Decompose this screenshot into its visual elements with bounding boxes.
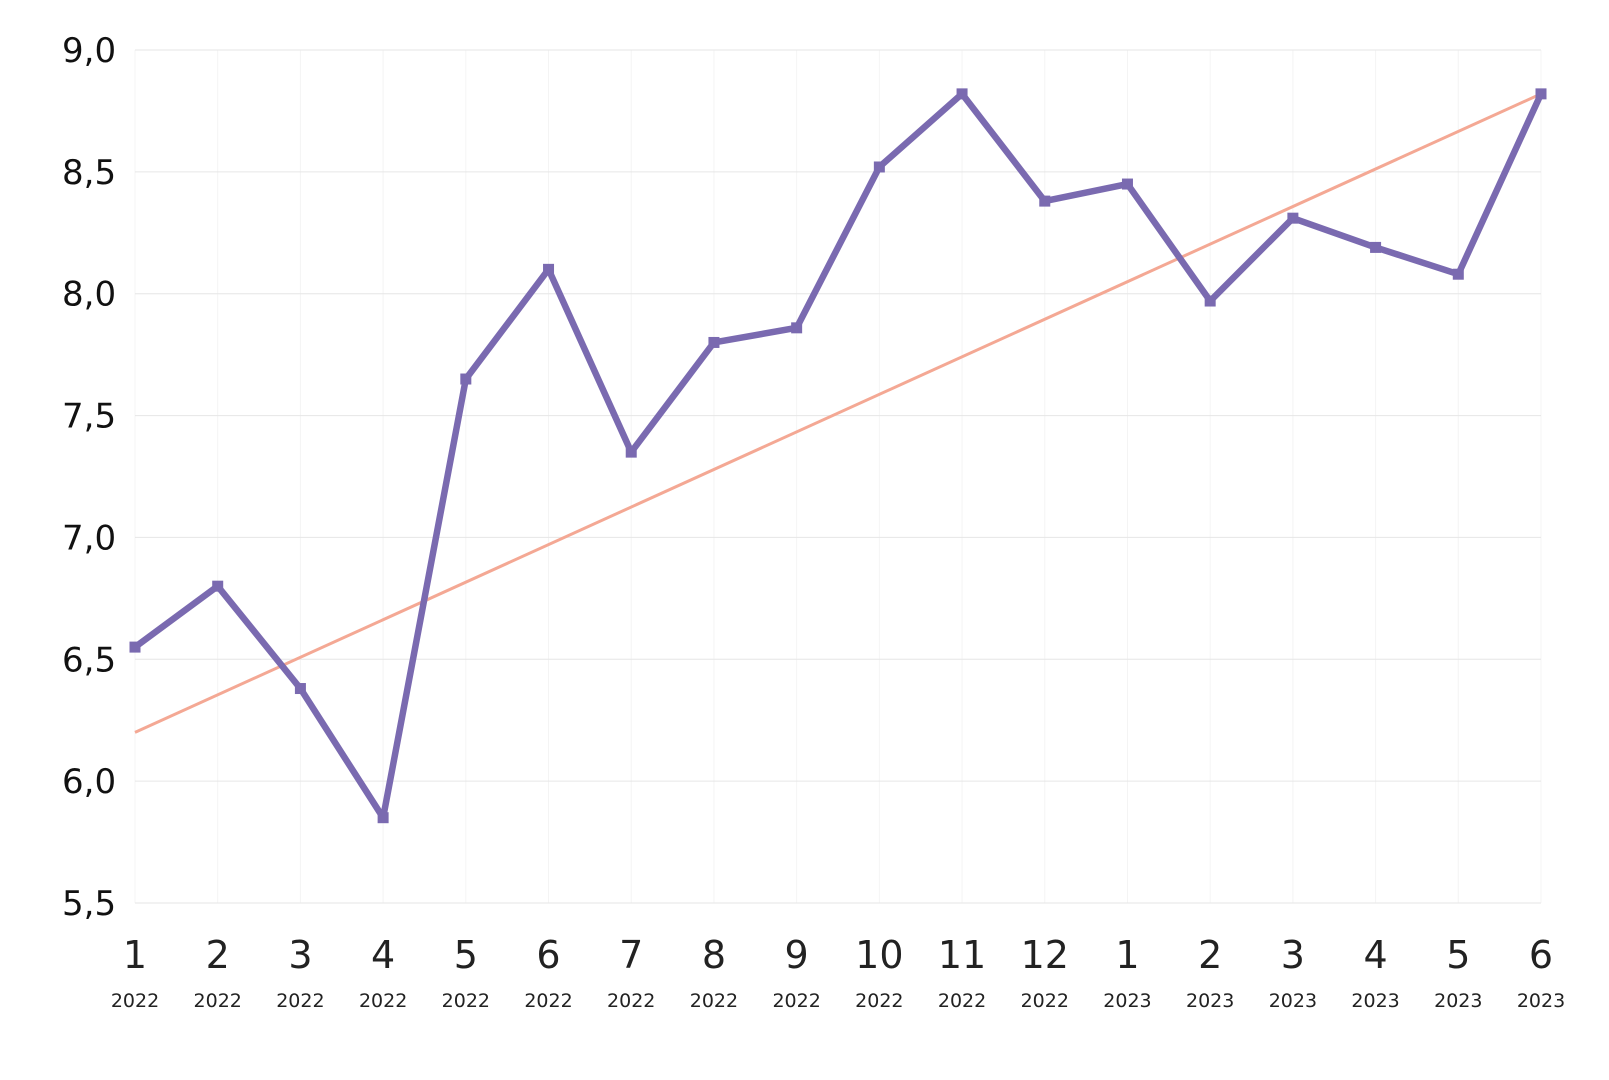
x-tick-month-label: 6: [1529, 933, 1553, 977]
y-tick-label: 5,5: [62, 884, 116, 924]
series-line: [131, 90, 1545, 821]
x-tick-year-label: 2023: [1103, 990, 1151, 1012]
x-axis: 1 2022 2 2022 3 2022 4 2022 5 2022 6 2022 7 2022 8 2022…: [111, 933, 1565, 1012]
x-tick-month-label: 4: [1363, 933, 1387, 977]
data-point: [1452, 268, 1464, 280]
data-point: [460, 373, 472, 385]
x-tick-year-label: 2022: [359, 990, 407, 1012]
x-tick-year-label: 2023: [1517, 990, 1565, 1012]
data-point: [956, 88, 968, 100]
data-point: [294, 683, 306, 695]
x-tick-year-label: 2022: [1021, 990, 1069, 1012]
x-tick-year-label: 2022: [442, 990, 490, 1012]
x-tick-month-label: 5: [454, 933, 478, 977]
trendline: [134, 92, 1542, 734]
x-tick-year-label: 2022: [607, 990, 655, 1012]
y-tick-label: 6,5: [62, 640, 116, 680]
data-point: [129, 641, 141, 653]
x-tick-month-label: 1: [123, 933, 147, 977]
x-tick-month-label: 9: [785, 933, 809, 977]
data-point: [1121, 178, 1133, 190]
x-tick-month-label: 2: [1198, 933, 1222, 977]
data-point: [1039, 195, 1051, 207]
x-tick-year-label: 2022: [690, 990, 738, 1012]
x-tick-month-label: 12: [1021, 933, 1069, 977]
x-tick-month-label: 4: [371, 933, 395, 977]
data-point: [1535, 88, 1547, 100]
grid: [134, 49, 1542, 904]
x-tick-month-label: 5: [1446, 933, 1470, 977]
x-tick-month-label: 1: [1115, 933, 1139, 977]
series: [129, 88, 1547, 824]
x-tick-year-label: 2022: [276, 990, 324, 1012]
data-point: [377, 812, 389, 824]
data-point: [1204, 295, 1216, 307]
data-point: [543, 263, 555, 275]
x-tick-year-label: 2022: [194, 990, 242, 1012]
x-tick-year-label: 2022: [524, 990, 572, 1012]
trend-line: [134, 92, 1542, 734]
y-tick-label: 7,5: [62, 397, 116, 437]
y-tick-label: 8,0: [62, 275, 116, 315]
x-tick-month-label: 2: [206, 933, 230, 977]
data-point: [1370, 241, 1382, 253]
x-tick-month-label: 11: [938, 933, 986, 977]
x-tick-year-label: 2022: [938, 990, 986, 1012]
y-tick-label: 9,0: [62, 31, 116, 71]
y-axis: 9,0 8,5 8,0 7,5 7,0 6,5 6,0 5,5: [62, 31, 116, 924]
x-tick-month-label: 7: [619, 933, 643, 977]
x-tick-year-label: 2023: [1186, 990, 1234, 1012]
data-point: [708, 336, 720, 348]
y-tick-label: 6,0: [62, 762, 116, 802]
x-tick-year-label: 2023: [1269, 990, 1317, 1012]
data-point: [1287, 212, 1299, 224]
data-point: [212, 580, 224, 592]
x-tick-year-label: 2022: [111, 990, 159, 1012]
x-tick-year-label: 2022: [855, 990, 903, 1012]
x-tick-year-label: 2023: [1434, 990, 1482, 1012]
x-tick-year-label: 2022: [772, 990, 820, 1012]
x-tick-month-label: 3: [288, 933, 312, 977]
data-point: [625, 446, 637, 458]
x-tick-month-label: 3: [1281, 933, 1305, 977]
data-point: [791, 322, 803, 334]
x-tick-month-label: 10: [855, 933, 903, 977]
x-tick-month-label: 8: [702, 933, 726, 977]
y-tick-label: 7,0: [62, 518, 116, 558]
data-point: [873, 161, 885, 173]
x-tick-year-label: 2023: [1351, 990, 1399, 1012]
x-tick-month-label: 6: [536, 933, 560, 977]
y-tick-label: 8,5: [62, 153, 116, 193]
